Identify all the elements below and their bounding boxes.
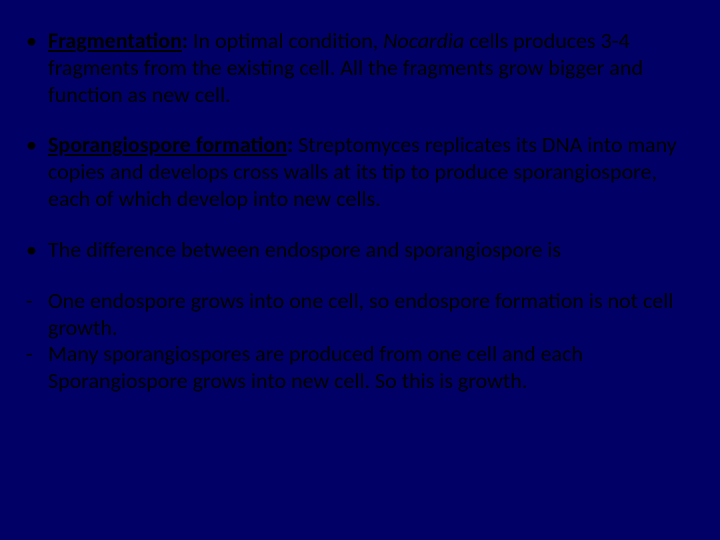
- bullet-fragmentation: Fragmentation: In optimal condition, Noc…: [20, 28, 692, 108]
- text-difference: The difference between endospore and spo…: [48, 236, 561, 263]
- colon: :: [287, 131, 298, 158]
- slide: Fragmentation: In optimal condition, Noc…: [20, 28, 692, 512]
- text-pre-italic: In optimal condition,: [193, 27, 383, 54]
- term-fragmentation: Fragmentation: [48, 27, 182, 54]
- term-sporangiospore: Sporangiospore formation: [48, 131, 287, 158]
- dash-list: One endospore grows into one cell, so en…: [20, 288, 692, 395]
- bullet-sporangiospore: Sporangiospore formation: Streptomyces r…: [20, 132, 692, 212]
- colon: :: [182, 27, 193, 54]
- bullet-list: Fragmentation: In optimal condition, Noc…: [20, 28, 692, 264]
- text-italic-nocardia: Nocardia: [383, 27, 464, 54]
- text-sporangiospore-growth: Many sporangiospores are produced from o…: [48, 340, 583, 394]
- bullet-difference: The difference between endospore and spo…: [20, 237, 692, 264]
- text-endospore: One endospore grows into one cell, so en…: [48, 287, 673, 341]
- dash-sporangiospore-growth: Many sporangiospores are produced from o…: [20, 341, 692, 395]
- dash-endospore: One endospore grows into one cell, so en…: [20, 288, 692, 342]
